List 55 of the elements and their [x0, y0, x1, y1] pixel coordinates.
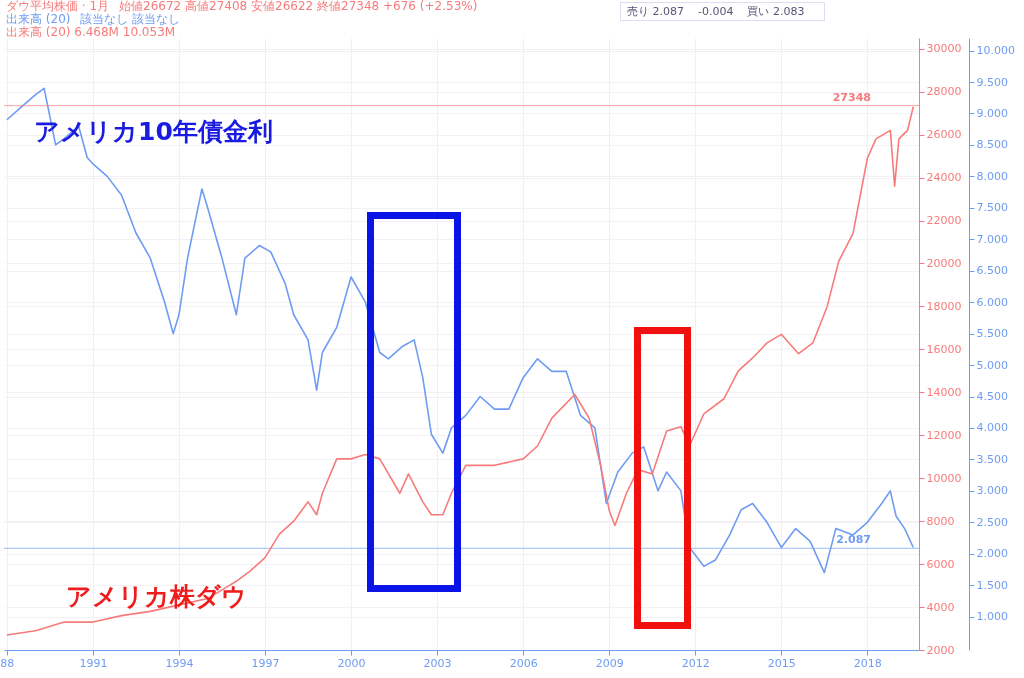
x-tick-label: 2003	[423, 656, 452, 670]
x-tick-label: 1994	[165, 656, 194, 670]
y-tick-label: 8.500	[976, 138, 1008, 152]
y-tick-label: 9.000	[976, 106, 1008, 120]
text: 買い 2.083	[747, 5, 805, 18]
x-tick-label: 88	[0, 656, 15, 670]
y2-tick-label: 26000	[926, 128, 962, 142]
y2-tick-label: 30000	[926, 42, 962, 56]
y-tick-label: 7.000	[976, 232, 1008, 246]
y2-tick-label: 22000	[926, 214, 962, 228]
x-tick-label: 2009	[595, 656, 624, 670]
x-tick-label: 2015	[767, 656, 796, 670]
y-tick-label: 4.000	[976, 421, 1008, 435]
x-tick-label: 2006	[509, 656, 538, 670]
x-tick-label: 2000	[337, 656, 366, 670]
y2-tick-label: 18000	[926, 299, 962, 313]
text: -0.004	[698, 5, 734, 18]
x-tick-label: 1997	[251, 656, 280, 670]
y2-tick-label: 6000	[926, 557, 955, 571]
ref-line-label: 2.087	[836, 533, 871, 547]
y-tick-label: 5.500	[976, 327, 1008, 341]
y2-tick-label: 10000	[926, 471, 962, 485]
text: 始値26672 高値27408 安値26622 終値27348 +676 (+2.53%)	[119, 0, 478, 13]
y2-tick-label: 4000	[926, 600, 955, 614]
x-tick-label: 2012	[681, 656, 710, 670]
y-tick-label: 3.500	[976, 452, 1008, 466]
y-tick-label: 5.000	[976, 358, 1008, 372]
y2-tick-label: 16000	[926, 342, 962, 356]
y-tick-label: 1.000	[976, 610, 1008, 624]
annotation: 出来高 (20) 6.468M 10.053M	[6, 25, 176, 39]
y2-tick-label: 24000	[926, 171, 962, 185]
y2-tick-label: 14000	[926, 385, 962, 399]
x-tick-label: 1991	[79, 656, 108, 670]
y-tick-label: 9.500	[976, 75, 1008, 89]
y-tick-label: 6.000	[976, 295, 1008, 309]
y2-tick-label: 20000	[926, 256, 962, 270]
y-tick-label: 1.500	[976, 578, 1008, 592]
y-tick-label: 8.000	[976, 169, 1008, 183]
text: 売り 2.087	[627, 5, 684, 18]
y-tick-label: 2.000	[976, 547, 1008, 561]
y2-tick-label: 28000	[926, 85, 962, 99]
text: ダウ平均株価 · 1月	[6, 0, 110, 13]
y-tick-label: 6.500	[976, 264, 1008, 278]
y-tick-label: 10.000	[976, 44, 1015, 58]
ref-line-label: 27348	[832, 90, 871, 104]
y2-tick-label: 8000	[926, 514, 955, 528]
y2-tick-label: 2000	[926, 643, 955, 657]
text: 該当なし 該当なし	[80, 12, 181, 26]
y-tick-label: 4.500	[976, 390, 1008, 404]
x-tick-label: 2018	[853, 656, 882, 670]
y2-tick-label: 12000	[926, 428, 962, 442]
y-tick-label: 3.000	[976, 484, 1008, 498]
text: 出来高 (20)	[6, 12, 71, 26]
y-tick-label: 2.500	[976, 515, 1008, 529]
y-tick-label: 7.500	[976, 201, 1008, 215]
